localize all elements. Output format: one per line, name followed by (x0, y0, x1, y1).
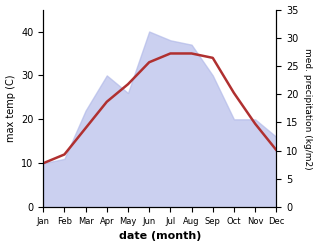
X-axis label: date (month): date (month) (119, 231, 201, 242)
Y-axis label: max temp (C): max temp (C) (5, 75, 16, 142)
Y-axis label: med. precipitation (kg/m2): med. precipitation (kg/m2) (303, 48, 313, 169)
